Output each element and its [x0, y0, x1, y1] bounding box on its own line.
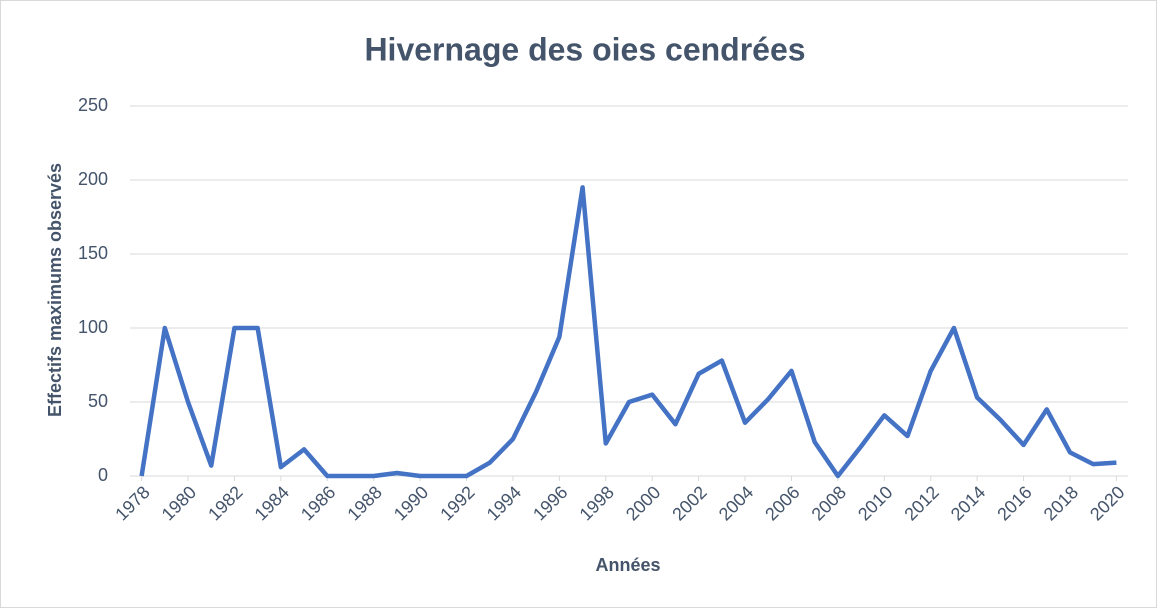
y-tick-label: 250 — [78, 95, 108, 115]
y-axis-title: Effectifs maximums observés — [45, 163, 65, 417]
data-line — [139, 185, 1117, 479]
y-tick-label: 150 — [78, 243, 108, 263]
chart-title: Hivernage des oies cendrées — [364, 31, 805, 67]
y-tick-label: 100 — [78, 317, 108, 337]
y-tick-label: 50 — [88, 391, 108, 411]
y-tick-label: 200 — [78, 169, 108, 189]
y-tick-label: 0 — [98, 465, 108, 485]
x-axis-title: Années — [595, 555, 660, 575]
